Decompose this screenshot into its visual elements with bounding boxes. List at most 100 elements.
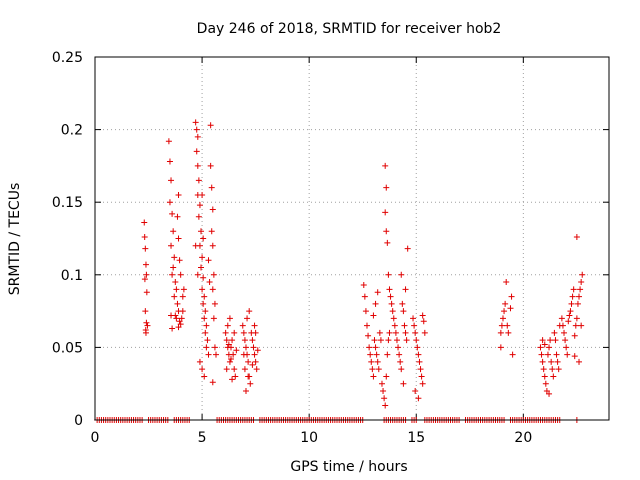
y-tick-label: 0.05 (52, 340, 83, 356)
data-point (251, 322, 258, 329)
y-tick-label: 0.1 (61, 268, 83, 284)
data-point (208, 184, 215, 191)
data-point (571, 332, 578, 339)
data-point (166, 199, 173, 206)
data-point (392, 329, 399, 336)
data-point (223, 337, 230, 344)
data-point (573, 234, 580, 241)
data-point (502, 300, 509, 307)
data-point (567, 308, 574, 315)
data-point (381, 395, 388, 402)
data-point (205, 351, 212, 358)
data-point (399, 300, 406, 307)
x-tick-label: 0 (91, 430, 100, 446)
y-axis-label: SRMTID / TECUs (7, 183, 23, 296)
data-point (539, 337, 546, 344)
data-point (213, 351, 220, 358)
data-point (542, 380, 549, 387)
data-point (578, 279, 585, 286)
plot-frame (94, 56, 610, 421)
data-point (403, 337, 410, 344)
data-point (206, 279, 213, 286)
data-point (499, 315, 506, 322)
data-point (541, 341, 548, 348)
data-point (172, 279, 179, 286)
x-axis-label: GPS time / hours (290, 459, 407, 475)
data-point (383, 373, 390, 380)
data-point (226, 315, 233, 322)
data-point (398, 366, 405, 373)
data-point (389, 308, 396, 315)
data-point (210, 271, 217, 278)
data-point (232, 373, 239, 380)
data-point (199, 286, 206, 293)
data-point (141, 234, 148, 241)
data-point (402, 286, 409, 293)
data-point (175, 191, 182, 198)
data-point (142, 308, 149, 315)
data-point (254, 347, 261, 354)
data-point (198, 264, 205, 271)
data-point (382, 162, 389, 169)
x-tick-label: 5 (198, 430, 207, 446)
data-point (546, 344, 553, 351)
data-point (573, 315, 580, 322)
data-point (421, 329, 428, 336)
data-point (194, 271, 201, 278)
data-point (386, 286, 393, 293)
data-point (170, 264, 177, 271)
data-point (402, 329, 409, 336)
data-point (555, 366, 562, 373)
data-point (222, 329, 229, 336)
data-point (250, 344, 257, 351)
data-point (382, 209, 389, 216)
data-point (169, 271, 176, 278)
data-point (211, 300, 218, 307)
data-point (241, 337, 248, 344)
data-point (382, 402, 389, 409)
data-points (94, 119, 586, 423)
data-point (385, 271, 392, 278)
data-point (202, 329, 209, 336)
data-point (211, 344, 218, 351)
x-tick-label: 20 (514, 430, 532, 446)
y-tick-label: 0.2 (61, 123, 83, 139)
data-point (252, 358, 259, 365)
data-point (249, 361, 256, 368)
data-point (224, 322, 231, 329)
data-point (199, 366, 206, 373)
data-point (362, 308, 369, 315)
data-point (173, 315, 180, 322)
data-point (374, 289, 381, 296)
data-point (175, 235, 182, 242)
data-point (142, 245, 149, 252)
data-point (576, 293, 583, 300)
data-point (227, 356, 234, 363)
data-point (415, 351, 422, 358)
data-point (384, 239, 391, 246)
data-point (251, 351, 258, 358)
data-point (179, 293, 186, 300)
data-point (538, 351, 545, 358)
data-point (550, 373, 557, 380)
data-point (564, 351, 571, 358)
data-point (209, 242, 216, 249)
data-point (553, 351, 560, 358)
data-point (168, 177, 175, 184)
data-point (246, 308, 253, 315)
data-point (497, 344, 504, 351)
data-point (171, 293, 178, 300)
data-point (231, 329, 238, 336)
data-point (199, 254, 206, 261)
data-point (168, 242, 175, 249)
data-point (192, 242, 199, 249)
data-point (568, 300, 575, 307)
data-point (200, 235, 207, 242)
data-point (415, 395, 422, 402)
data-point (210, 315, 217, 322)
data-point (412, 387, 419, 394)
data-point (561, 329, 568, 336)
data-point (410, 315, 417, 322)
data-point (361, 293, 368, 300)
data-point (509, 351, 516, 358)
